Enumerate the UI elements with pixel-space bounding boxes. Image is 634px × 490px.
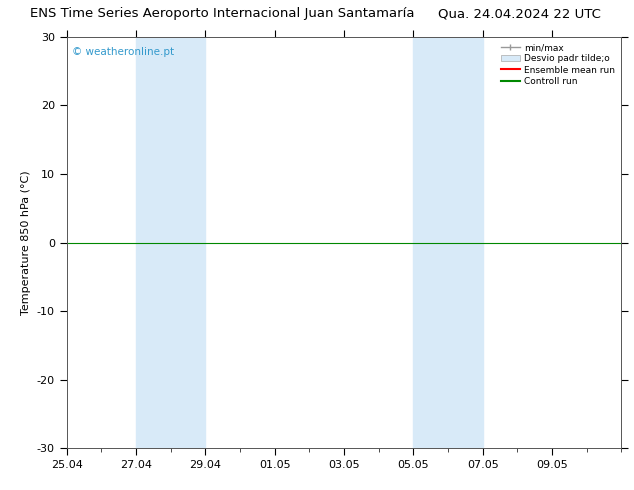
Bar bbox=[136, 37, 205, 448]
Bar bbox=[413, 37, 482, 448]
Text: ENS Time Series Aeroporto Internacional Juan Santamaría: ENS Time Series Aeroporto Internacional … bbox=[30, 7, 414, 21]
Text: © weatheronline.pt: © weatheronline.pt bbox=[72, 47, 174, 57]
Text: Qua. 24.04.2024 22 UTC: Qua. 24.04.2024 22 UTC bbox=[439, 7, 601, 21]
Y-axis label: Temperature 850 hPa (°C): Temperature 850 hPa (°C) bbox=[21, 170, 31, 315]
Legend: min/max, Desvio padr tilde;o, Ensemble mean run, Controll run: min/max, Desvio padr tilde;o, Ensemble m… bbox=[499, 41, 617, 88]
